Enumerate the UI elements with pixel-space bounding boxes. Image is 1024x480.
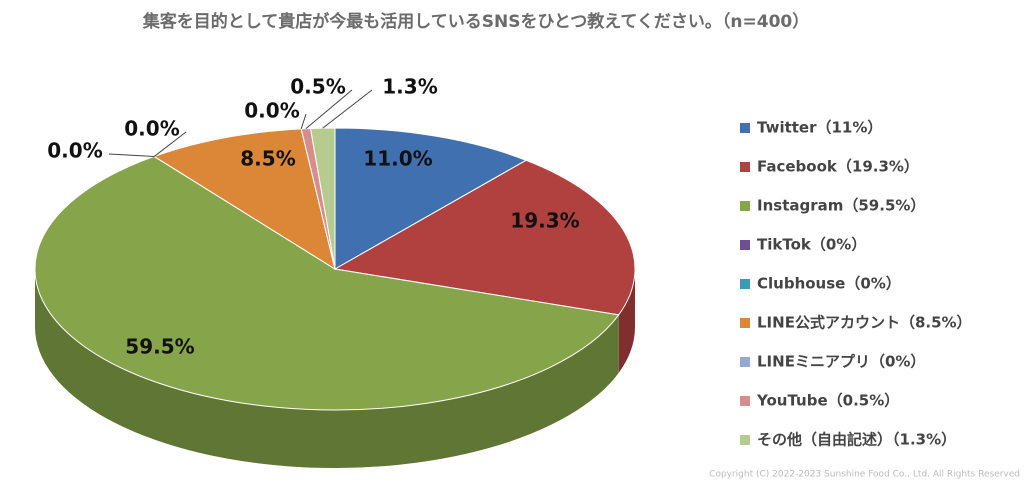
legend-label: Clubhouse（0%） bbox=[757, 275, 901, 293]
pie-slice bbox=[333, 159, 636, 316]
legend-swatch bbox=[740, 240, 750, 250]
leader-line bbox=[108, 153, 155, 157]
data-label: 59.5% bbox=[125, 335, 194, 359]
data-label: 1.3% bbox=[382, 75, 437, 99]
legend-label: YouTube（0.5%） bbox=[756, 392, 899, 410]
pie-slice bbox=[34, 155, 620, 411]
legend-label: Instagram（59.5%） bbox=[757, 197, 925, 215]
copyright: Copyright (C) 2022-2023 Sunshine Food Co… bbox=[709, 470, 1020, 480]
legend-label: Twitter（11%） bbox=[757, 119, 882, 137]
data-label: 19.3% bbox=[510, 209, 579, 233]
leader-line bbox=[305, 89, 353, 130]
pie-slice bbox=[309, 127, 336, 270]
data-label: 0.0% bbox=[244, 99, 299, 123]
pie-side bbox=[34, 269, 619, 469]
data-label: 0.0% bbox=[124, 117, 179, 141]
pie-side bbox=[618, 269, 635, 373]
legend-swatch bbox=[740, 201, 750, 211]
chart-title: 集客を目的として貴店が今最も活用しているSNSをひとつ教えてください。（n=40… bbox=[142, 11, 809, 32]
legend-swatch bbox=[740, 123, 750, 133]
legend-label: TikTok（0%） bbox=[757, 236, 866, 254]
pie-slice bbox=[334, 127, 528, 270]
legend-label: LINEミニアプリ（0%） bbox=[757, 353, 925, 371]
pie-slice bbox=[153, 128, 336, 271]
legend-swatch bbox=[740, 357, 750, 367]
legend-swatch bbox=[740, 318, 750, 328]
legend-swatch bbox=[740, 162, 750, 172]
leader-line bbox=[300, 113, 307, 130]
data-label: 8.5% bbox=[240, 147, 295, 171]
legend-label: LINE公式アカウント（8.5%） bbox=[757, 314, 972, 332]
leader-line bbox=[153, 131, 187, 157]
legend-swatch bbox=[740, 396, 750, 406]
legend-swatch bbox=[740, 279, 750, 289]
data-label: 0.0% bbox=[47, 139, 102, 163]
data-label: 0.5% bbox=[290, 75, 345, 99]
data-label: 11.0% bbox=[363, 147, 432, 171]
legend-swatch bbox=[740, 435, 750, 445]
leader-line bbox=[322, 89, 373, 129]
legend-label: その他（自由記述）（1.3%） bbox=[757, 431, 956, 449]
legend-label: Facebook（19.3%） bbox=[757, 158, 919, 176]
